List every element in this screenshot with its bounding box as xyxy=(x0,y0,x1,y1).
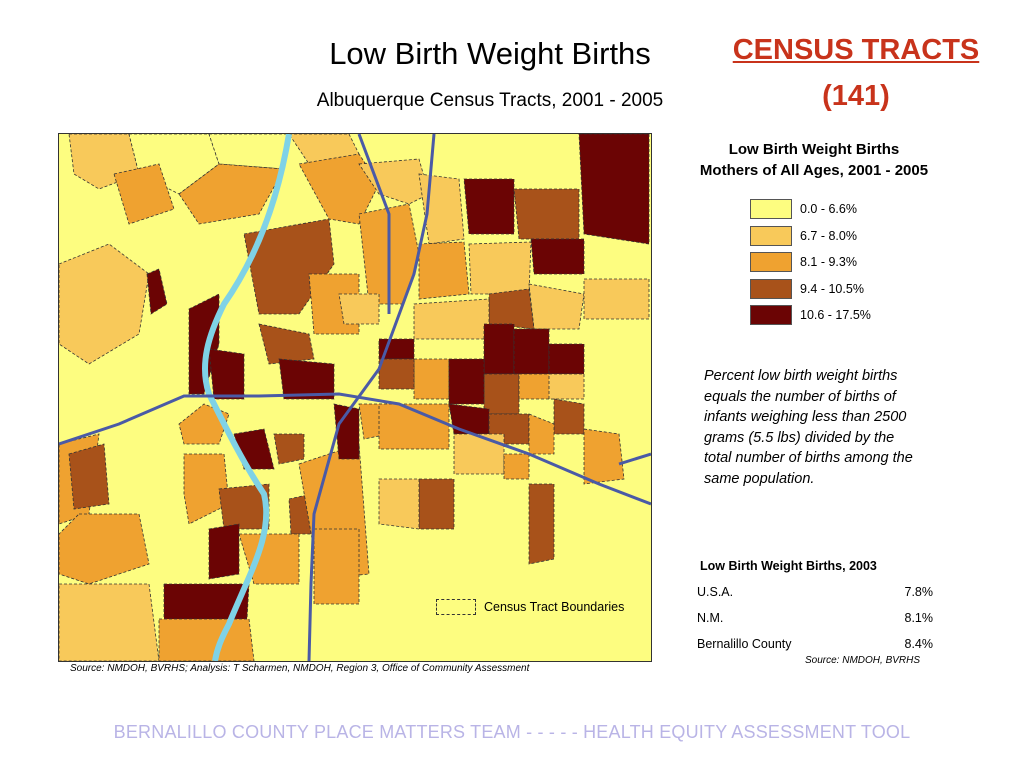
legend-title-line1: Low Birth Weight Births xyxy=(728,141,900,158)
table-row-label: Bernalillo County xyxy=(697,637,792,651)
legend-title-line2: Mothers of All Ages, 2001 - 2005 xyxy=(699,162,929,179)
legend-label: 9.4 - 10.5% xyxy=(800,281,864,296)
definition-note: Percent low birth weight births equals t… xyxy=(704,368,913,487)
legend-label: 10.6 - 17.5% xyxy=(800,308,871,322)
road-network xyxy=(59,134,651,661)
tract-region xyxy=(463,178,515,235)
tract-region xyxy=(208,134,290,170)
tract-region xyxy=(528,483,555,565)
legend-swatch xyxy=(750,199,792,219)
legend-item: 8.1 - 9.3% xyxy=(750,252,871,272)
tract-region xyxy=(530,238,585,275)
tract-region xyxy=(258,323,315,365)
tract-region xyxy=(583,428,625,485)
tract-region xyxy=(183,453,230,525)
census-tracts-count: (141) xyxy=(822,80,890,112)
legend-item: 0.0 - 6.6% xyxy=(750,199,871,219)
tract-region xyxy=(378,358,415,390)
tract-region xyxy=(418,478,455,530)
tract-region xyxy=(298,153,380,225)
tract-region xyxy=(418,241,470,300)
tract-region xyxy=(448,358,485,405)
comparison-table-title: Low Birth Weight Births, 2003 xyxy=(700,559,877,573)
tract-region xyxy=(313,528,360,605)
legend-title: Low Birth Weight Births Mothers of All A… xyxy=(662,139,966,181)
tract-region xyxy=(68,443,110,510)
legend-swatch xyxy=(750,278,792,299)
legend-label: 6.7 - 8.0% xyxy=(800,228,857,243)
page-subtitle: Albuquerque Census Tracts, 2001 - 2005 xyxy=(316,90,664,111)
tract-region xyxy=(218,483,270,530)
legend-label: 0.0 - 6.6% xyxy=(800,202,857,216)
legend-item: 10.6 - 17.5% xyxy=(750,305,871,325)
map-canvas xyxy=(59,134,651,661)
tract-region xyxy=(158,618,255,661)
choropleth-map[interactable] xyxy=(58,133,652,662)
map-source: Source: NMDOH, BVRHS; Analysis: T Scharm… xyxy=(70,663,530,674)
table-row: N.M. 8.1% xyxy=(697,611,933,625)
legend-item: 6.7 - 8.0% xyxy=(750,225,871,246)
legend-label: 8.1 - 9.3% xyxy=(800,255,857,269)
tract-region xyxy=(338,293,380,325)
tract-region xyxy=(483,373,520,415)
tract-region xyxy=(59,513,150,585)
table-row: Bernalillo County 8.4% xyxy=(697,637,933,651)
tract-region xyxy=(513,188,580,240)
tract-region xyxy=(273,433,305,465)
tract-region xyxy=(413,298,490,340)
tract-region xyxy=(178,163,285,225)
table-source: Source: NMDOH, BVRHS xyxy=(805,655,921,666)
tract-region xyxy=(59,243,150,365)
tract-region xyxy=(448,403,490,435)
census-tracts-title: CENSUS TRACTS xyxy=(732,34,980,66)
tract-region xyxy=(113,163,175,225)
map-legend: 0.0 - 6.6% 6.7 - 8.0% 8.1 - 9.3% 9.4 - 1… xyxy=(750,199,871,332)
tract-region xyxy=(378,478,420,530)
tract-region xyxy=(413,358,450,400)
legend-item: 9.4 - 10.5% xyxy=(750,278,871,299)
tract-region xyxy=(553,398,585,435)
footer-banner: BERNALILLO COUNTY PLACE MATTERS TEAM - -… xyxy=(113,722,911,742)
tract-region xyxy=(378,403,450,450)
tract-region xyxy=(208,348,245,400)
tract-region xyxy=(208,523,240,580)
tract-region xyxy=(513,328,550,375)
tract-region xyxy=(358,158,430,205)
tract-region xyxy=(578,134,650,245)
table-row: U.S.A. 7.8% xyxy=(697,585,933,599)
table-row-label: U.S.A. xyxy=(697,585,734,599)
tract-region xyxy=(468,241,532,295)
tract-region xyxy=(278,358,335,400)
tract-region xyxy=(453,433,505,475)
table-row-label: N.M. xyxy=(697,611,724,625)
table-row-value: 8.1% xyxy=(904,611,934,625)
tract-region xyxy=(488,288,535,330)
tract-region xyxy=(146,268,168,315)
tract-region xyxy=(503,453,530,480)
tract-region xyxy=(59,583,160,661)
legend-swatch xyxy=(750,305,792,325)
table-row-value: 7.8% xyxy=(904,585,934,599)
legend-swatch xyxy=(750,225,792,246)
boundary-label: Census Tract Boundaries xyxy=(484,600,625,614)
tract-region xyxy=(418,173,465,245)
river-path xyxy=(201,134,292,661)
tract-region xyxy=(548,343,585,375)
tract-region xyxy=(528,413,555,455)
tract-region xyxy=(548,373,585,400)
page-title: Low Birth Weight Births xyxy=(329,36,651,71)
tract-region xyxy=(483,323,515,375)
boundary-swatch xyxy=(436,599,476,615)
boundary-legend: Census Tract Boundaries xyxy=(432,595,640,619)
tract-region xyxy=(583,278,650,320)
table-row-value: 8.4% xyxy=(904,637,934,651)
legend-swatch xyxy=(750,252,792,272)
tract-region xyxy=(528,283,585,330)
